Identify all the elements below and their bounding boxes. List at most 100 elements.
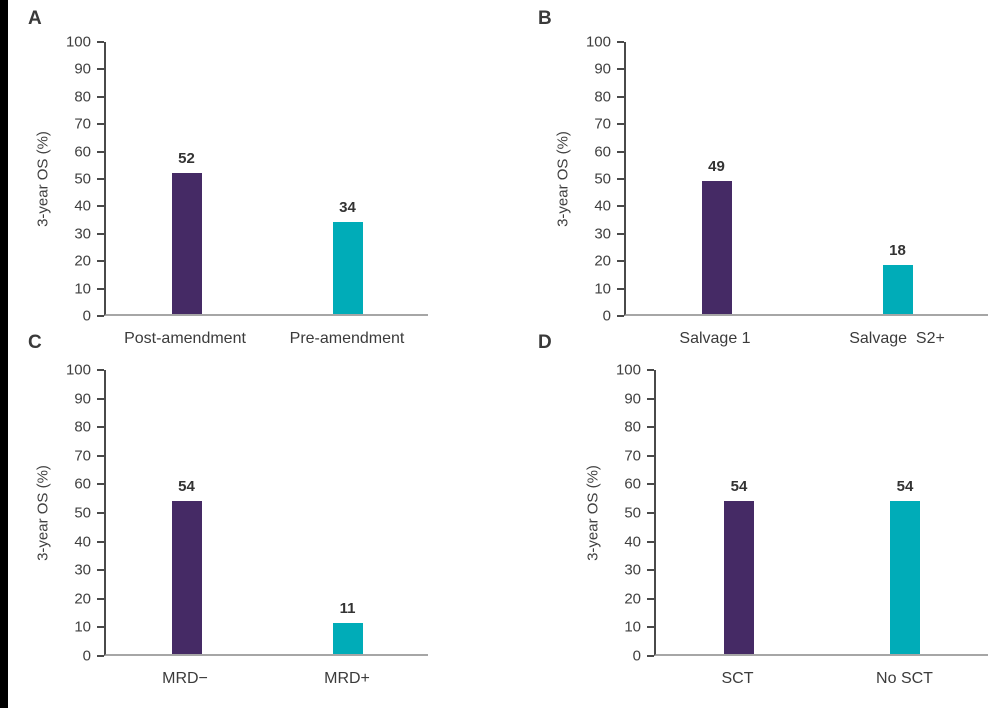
bar-slot: 52 — [106, 42, 267, 314]
y-tick-mark — [617, 260, 624, 263]
y-tick-mark — [97, 483, 104, 486]
x-axis-labels: MRD− MRD+ — [104, 670, 428, 688]
plot-area: 54 11 — [104, 370, 428, 656]
y-tick-label: 10 — [74, 618, 91, 636]
x-category-label: Post-amendment — [124, 330, 246, 347]
panel-d: D 3-year OS (%) 100 90 80 70 60 50 40 30 20 10 0 5… — [500, 330, 1000, 708]
y-tick-label: 20 — [594, 252, 611, 270]
bar-value-label: 18 — [889, 242, 906, 260]
y-tick-label: 20 — [74, 252, 91, 270]
y-tick-mark — [97, 369, 104, 371]
y-tick-label: 40 — [624, 533, 641, 551]
y-tick-mark — [647, 626, 654, 629]
y-tick-mark — [97, 315, 104, 317]
y-tick-label: 60 — [624, 475, 641, 493]
y-tick-mark — [97, 655, 104, 657]
bar-primary — [701, 180, 732, 314]
y-tick-label: 90 — [74, 390, 91, 408]
y-axis: 100 90 80 70 60 50 40 30 20 10 0 — [58, 35, 104, 324]
bar-slot: 54 — [656, 370, 822, 654]
y-tick-mark — [647, 655, 654, 657]
y-tick-label: 60 — [74, 143, 91, 161]
y-tick-mark — [617, 232, 624, 235]
panel-c: C 3-year OS (%) 100 90 80 70 60 50 40 30 20 10 0 5… — [8, 330, 500, 708]
y-tick-label: 90 — [74, 60, 91, 78]
bar-value-label: 49 — [708, 157, 725, 175]
y-tick-mark — [647, 540, 654, 543]
panel-letter: B — [538, 8, 552, 29]
y-tick-mark — [617, 287, 624, 290]
y-tick-label: 40 — [74, 197, 91, 215]
y-tick-label: 80 — [74, 418, 91, 436]
y-tick-mark — [97, 540, 104, 543]
left-edge-bar — [0, 0, 8, 708]
y-tick-mark — [647, 483, 654, 486]
y-tick-mark — [617, 205, 624, 208]
y-axis-title: 3-year OS (%) — [34, 465, 52, 561]
y-tick-label: 100 — [615, 361, 641, 379]
y-tick-label: 70 — [594, 115, 611, 133]
y-tick-label: 40 — [74, 533, 91, 551]
y-tick-label: 0 — [82, 647, 91, 665]
y-tick-label: 20 — [74, 590, 91, 608]
bar-chart: 3-year OS (%) 100 90 80 70 60 50 40 30 20 10 0 54 1… — [8, 363, 500, 664]
y-tick-mark — [97, 454, 104, 457]
y-tick-mark — [97, 95, 104, 98]
y-tick-label: 50 — [594, 170, 611, 188]
y-tick-mark — [97, 597, 104, 600]
x-axis-labels: Post-amendment Pre-amendment — [104, 330, 428, 348]
y-tick-mark — [97, 569, 104, 572]
y-tick-mark — [617, 95, 624, 98]
y-tick-mark — [647, 569, 654, 572]
bar-secondary — [890, 500, 920, 654]
y-tick-mark — [97, 150, 104, 153]
bar-slot: 11 — [267, 370, 428, 654]
bar-value-label: 54 — [896, 477, 914, 495]
y-tick-mark — [617, 315, 624, 317]
y-tick-mark — [647, 426, 654, 429]
bar-primary — [171, 172, 202, 314]
y-tick-mark — [97, 512, 104, 514]
y-tick-mark — [97, 626, 104, 629]
y-tick-mark — [617, 150, 624, 153]
bar-primary — [724, 500, 754, 654]
bar-secondary — [332, 622, 363, 654]
bar-slot: 54 — [106, 370, 267, 654]
panel-a: A 3-year OS (%) 100 90 80 70 60 50 40 30 20 10 0 5… — [8, 0, 500, 347]
y-tick-mark — [97, 397, 104, 400]
y-tick-label: 100 — [585, 33, 611, 51]
y-tick-mark — [647, 369, 654, 371]
plot-area: 54 54 — [654, 370, 988, 656]
bar-value-label: 34 — [339, 198, 356, 216]
x-category-label: Salvage S2+ — [849, 330, 945, 347]
y-tick-label: 80 — [74, 88, 91, 106]
y-tick-label: 80 — [624, 418, 641, 436]
y-tick-label: 60 — [594, 143, 611, 161]
y-tick-mark — [617, 68, 624, 71]
y-axis: 100 90 80 70 60 50 40 30 20 10 0 — [608, 363, 654, 664]
y-tick-mark — [97, 287, 104, 290]
bar-slot: 34 — [267, 42, 428, 314]
y-tick-label: 20 — [624, 590, 641, 608]
bar-chart: 3-year OS (%) 100 90 80 70 60 50 40 30 20 10 0 49 1… — [500, 35, 1000, 324]
y-axis-title-column: 3-year OS (%) — [28, 42, 58, 316]
y-tick-label: 50 — [74, 504, 91, 522]
y-axis: 100 90 80 70 60 50 40 30 20 10 0 — [578, 35, 624, 324]
y-tick-mark — [97, 426, 104, 429]
y-tick-label: 70 — [74, 115, 91, 133]
x-category-label: MRD+ — [324, 670, 370, 687]
y-tick-label: 30 — [624, 561, 641, 579]
y-tick-mark — [647, 397, 654, 400]
y-tick-label: 30 — [74, 561, 91, 579]
y-tick-label: 10 — [594, 280, 611, 298]
bar-value-label: 52 — [178, 149, 195, 167]
y-tick-mark — [97, 260, 104, 263]
y-tick-label: 50 — [624, 504, 641, 522]
bar-value-label: 54 — [178, 477, 195, 495]
y-tick-mark — [97, 205, 104, 208]
y-tick-mark — [617, 41, 624, 43]
y-axis-title: 3-year OS (%) — [554, 131, 572, 227]
y-axis: 100 90 80 70 60 50 40 30 20 10 0 — [58, 363, 104, 664]
y-tick-mark — [97, 41, 104, 43]
y-tick-mark — [97, 178, 104, 180]
